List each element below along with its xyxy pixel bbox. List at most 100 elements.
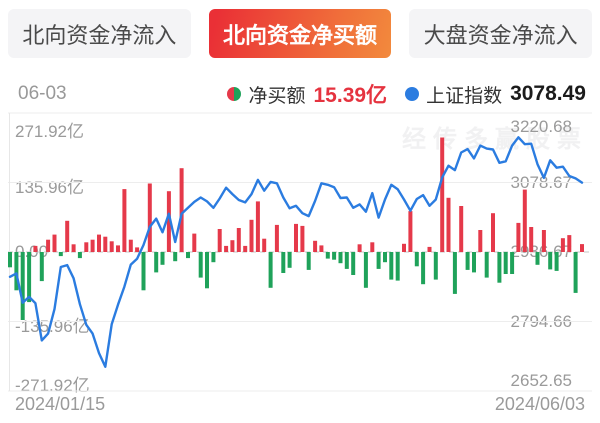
net-buy-bar <box>58 252 63 257</box>
sse-index-dot-icon <box>405 87 420 101</box>
net-buy-bar <box>39 252 44 282</box>
right-axis-tick: 3220.68 <box>510 117 572 136</box>
net-buy-bar <box>472 252 476 273</box>
net-buy-value: 15.39亿 <box>313 84 388 107</box>
net-buy-bar <box>491 213 495 252</box>
net-buy-bar <box>192 233 197 252</box>
net-buy-bar <box>478 230 483 252</box>
right-axis-tick: 2652.65 <box>510 371 572 390</box>
net-buy-bar <box>281 252 286 273</box>
x-axis-end-label: 2024/06/03 <box>494 394 585 414</box>
tab-northbound-net-inflow[interactable]: 北向资金净流入 <box>8 9 191 58</box>
net-buy-bar <box>529 227 534 252</box>
net-buy-bar <box>459 206 464 252</box>
net-buy-bar <box>414 252 419 267</box>
net-buy-bar <box>573 252 578 293</box>
net-buy-bar <box>249 219 254 252</box>
net-buy-bar <box>287 252 292 268</box>
net-buy-bar <box>71 244 76 252</box>
net-buy-bar <box>14 252 19 291</box>
net-buy-bar <box>452 252 457 294</box>
legend-item-net-buy: 净买额 15.39亿 <box>227 79 387 109</box>
net-buy-bar <box>211 252 216 263</box>
net-buy-bar <box>255 201 260 252</box>
net-buy-bar <box>522 189 527 252</box>
net-buy-bar <box>186 252 190 259</box>
net-buy-bar <box>128 239 133 252</box>
net-buy-bar <box>154 252 159 273</box>
net-buy-bar <box>268 252 273 288</box>
net-buy-bar <box>541 230 546 252</box>
net-buy-bar <box>383 252 387 263</box>
tab-northbound-net-buy[interactable]: 北向资金净买额 <box>208 9 392 58</box>
net-buy-bar <box>109 241 114 252</box>
net-buy-bar <box>236 228 241 252</box>
net-buy-bar <box>313 240 318 252</box>
net-buy-bar <box>147 183 152 252</box>
net-buy-bar <box>198 252 203 278</box>
net-buy-bar <box>97 234 101 252</box>
net-buy-bar <box>395 252 400 281</box>
net-buy-bar <box>325 252 330 259</box>
net-buy-bar <box>141 252 146 291</box>
net-buy-bar <box>440 137 445 252</box>
net-buy-bar <box>224 245 229 252</box>
hover-date-label: 06-03 <box>18 83 67 104</box>
tab-market-net-inflow[interactable]: 大盘资金净流入 <box>409 9 593 58</box>
tab-bar: 北向资金净流入 北向资金净买额 大盘资金净流入 <box>8 9 593 58</box>
net-buy-bar <box>306 252 311 270</box>
legend-row: 06-03 净买额 15.39亿 上证指数 3078.49 <box>18 80 586 108</box>
net-buy-bar <box>497 252 502 283</box>
net-buy-bar <box>243 245 248 252</box>
net-buy-bar <box>516 222 521 252</box>
net-buy-bar <box>503 252 508 274</box>
net-buy-bar <box>84 242 89 252</box>
net-buy-bar <box>319 245 324 252</box>
net-buy-bar <box>230 240 235 252</box>
net-buy-bar <box>33 245 38 252</box>
net-buy-bar <box>351 252 356 275</box>
net-buy-bar <box>433 252 438 280</box>
net-buy-bar <box>166 191 171 252</box>
net-buy-bar <box>567 235 572 252</box>
net-buy-bar <box>179 168 184 252</box>
net-buy-bar <box>344 252 349 269</box>
net-buy-bar <box>135 247 140 252</box>
left-axis-tick: 271.92亿 <box>15 122 84 141</box>
net-buy-dot-icon <box>227 87 242 101</box>
net-buy-bar <box>294 223 298 252</box>
net-buy-name: 净买额 <box>248 85 306 107</box>
x-axis-start-label: 2024/01/15 <box>15 394 106 414</box>
net-buy-bar <box>77 252 82 259</box>
net-buy-bar <box>548 252 553 270</box>
net-buy-bar <box>116 245 120 252</box>
net-buy-bar <box>65 220 70 252</box>
net-buy-bar <box>300 225 305 252</box>
net-buy-bar <box>332 252 337 260</box>
net-buy-bar <box>389 252 394 280</box>
net-buy-bar <box>46 239 51 252</box>
net-buy-bar <box>122 189 127 252</box>
net-buy-bar <box>52 234 57 252</box>
net-buy-bar <box>560 238 565 252</box>
net-buy-bar <box>274 224 279 252</box>
net-buy-bar <box>402 243 406 252</box>
net-buy-bar <box>8 252 12 268</box>
net-buy-bar <box>580 244 584 252</box>
legend-item-sse-index: 上证指数 3078.49 <box>405 81 586 108</box>
net-buy-bar <box>90 239 95 252</box>
net-buy-bar <box>103 236 108 252</box>
net-buy-bar <box>376 252 381 269</box>
net-buy-bar <box>510 252 515 274</box>
left-axis-tick: -271.92亿 <box>15 376 90 395</box>
net-buy-bar <box>217 229 222 252</box>
sse-index-name: 上证指数 <box>426 85 503 107</box>
net-buy-bar <box>446 197 451 252</box>
net-buy-bar <box>554 252 559 271</box>
net-buy-bar <box>338 252 343 264</box>
net-buy-bar <box>357 244 362 252</box>
net-buy-bar <box>20 252 25 320</box>
